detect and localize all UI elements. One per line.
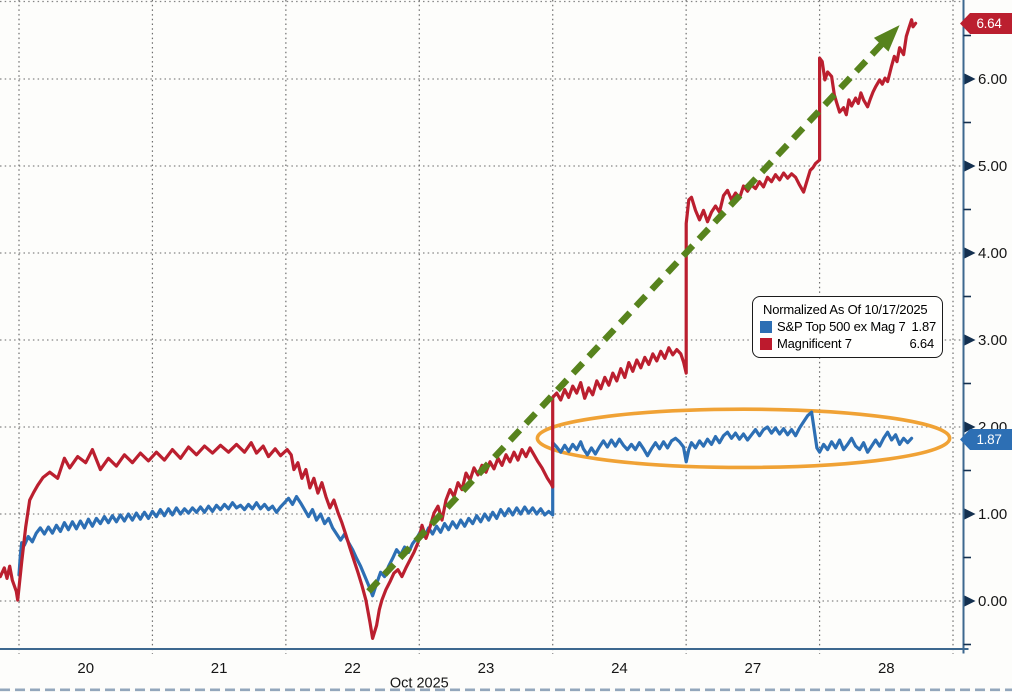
y-tick-arrow-icon bbox=[964, 73, 976, 85]
x-axis-label: 20 bbox=[77, 660, 94, 677]
trend-arrow bbox=[366, 37, 889, 594]
y-tick-arrow-icon bbox=[964, 247, 976, 259]
x-axis-label: 23 bbox=[478, 660, 495, 677]
x-axis-caption: Oct 2025 bbox=[390, 676, 449, 692]
y-tick-arrow-icon bbox=[964, 160, 976, 172]
y-axis-label: 0.00 bbox=[978, 593, 1007, 610]
y-axis-label: 5.00 bbox=[978, 158, 1007, 175]
highlight-ellipse bbox=[535, 407, 952, 470]
chart-legend: Normalized As Of 10/17/2025 S&P Top 500 … bbox=[752, 296, 943, 358]
y-tick-arrow-icon bbox=[964, 421, 976, 433]
legend-series-value: 1.87 bbox=[911, 319, 937, 334]
trend-arrowhead-icon bbox=[873, 25, 900, 52]
series-line-s-p-top-500-ex-mag-7 bbox=[17, 410, 914, 598]
last-price-tag-magnificent-7: 6.64 bbox=[960, 13, 1012, 34]
y-axis-label: 4.00 bbox=[978, 245, 1007, 262]
last-price-tag-sp-top-500-ex-mag7: 1.87 bbox=[960, 429, 1012, 450]
legend-row-sp-top-500-ex-mag7: S&P Top 500 ex Mag 7 1.87 bbox=[760, 318, 937, 335]
y-tick-arrow-icon bbox=[964, 508, 976, 520]
y-axis-label: 1.00 bbox=[978, 506, 1007, 523]
legend-title: Normalized As Of 10/17/2025 bbox=[763, 302, 928, 317]
x-axis-label: 22 bbox=[344, 660, 361, 677]
legend-swatch-blue-icon bbox=[760, 320, 772, 333]
legend-swatch-red-icon bbox=[760, 337, 772, 350]
legend-series-label: S&P Top 500 ex Mag 7 bbox=[777, 319, 906, 334]
y-tick-arrow-icon bbox=[964, 595, 976, 607]
x-axis-label: 24 bbox=[611, 660, 628, 677]
legend-series-value: 6.64 bbox=[909, 336, 934, 351]
x-axis-label: 28 bbox=[878, 660, 895, 677]
legend-row-magnificent-7: Magnificent 7 6.64 bbox=[760, 335, 934, 352]
y-axis-label: 3.00 bbox=[978, 332, 1007, 349]
y-axis-label: 6.00 bbox=[978, 71, 1007, 88]
x-axis-label: 27 bbox=[745, 660, 762, 677]
legend-series-label: Magnificent 7 bbox=[777, 336, 852, 351]
x-axis-label: 21 bbox=[211, 660, 228, 677]
y-tick-arrow-icon bbox=[964, 334, 976, 346]
series-line-magnificent-7 bbox=[0, 18, 918, 641]
